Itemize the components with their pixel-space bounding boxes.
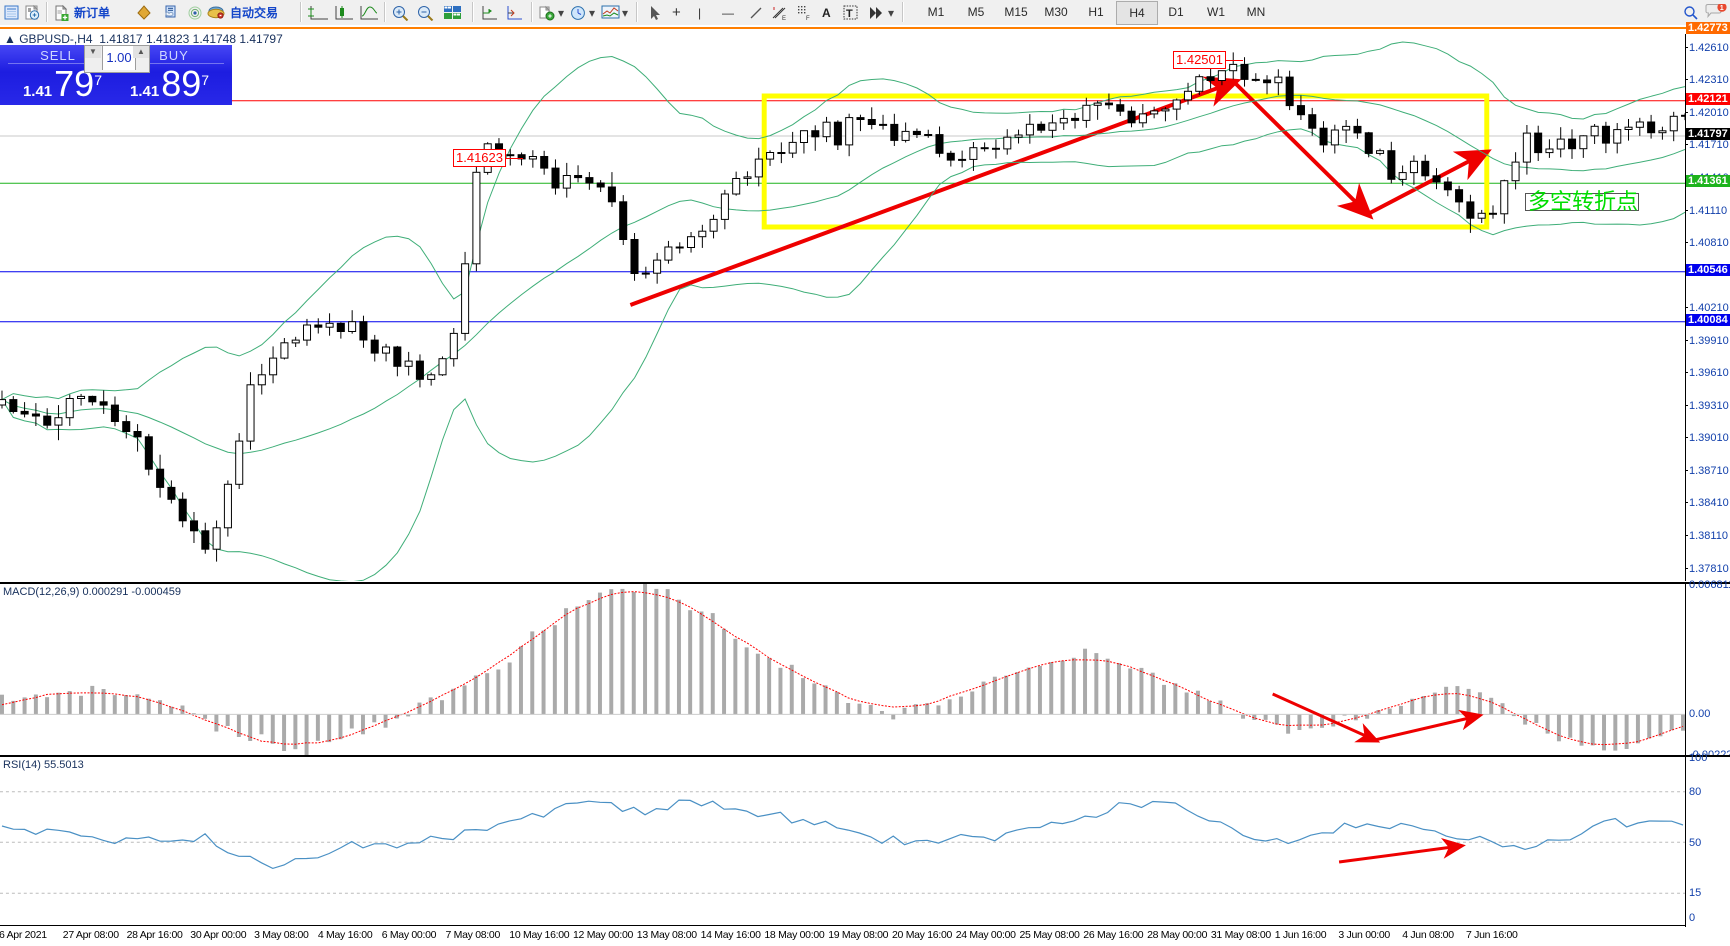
svg-text:T: T [846, 8, 853, 20]
svg-text:E: E [782, 16, 786, 21]
svg-text:F: F [806, 16, 810, 21]
svg-text:1: 1 [1720, 4, 1724, 12]
